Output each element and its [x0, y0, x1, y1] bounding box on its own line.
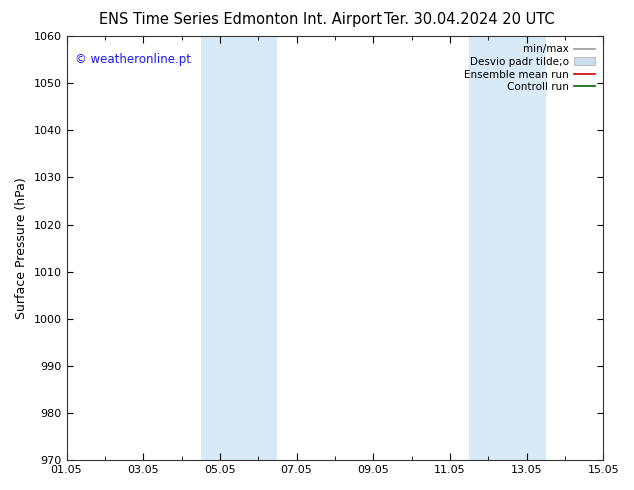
- Bar: [201, 36, 277, 460]
- Text: © weatheronline.pt: © weatheronline.pt: [75, 53, 191, 66]
- Y-axis label: Surface Pressure (hPa): Surface Pressure (hPa): [15, 177, 28, 319]
- Text: ENS Time Series Edmonton Int. Airport: ENS Time Series Edmonton Int. Airport: [100, 12, 382, 27]
- Text: Ter. 30.04.2024 20 UTC: Ter. 30.04.2024 20 UTC: [384, 12, 555, 27]
- Legend: min/max, Desvio padr tilde;o, Ensemble mean run, Controll run: min/max, Desvio padr tilde;o, Ensemble m…: [461, 41, 598, 96]
- Bar: [469, 36, 546, 460]
